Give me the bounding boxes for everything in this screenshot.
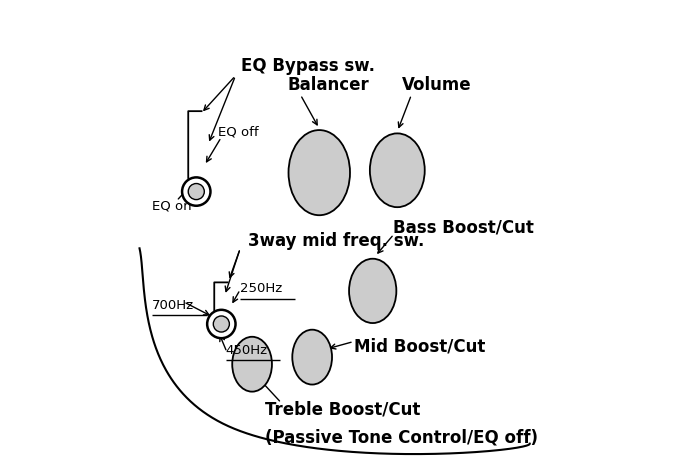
Text: 250Hz: 250Hz (240, 282, 283, 295)
Circle shape (182, 177, 211, 206)
Text: 3way mid freq. sw.: 3way mid freq. sw. (248, 232, 425, 250)
Ellipse shape (288, 130, 350, 215)
Text: EQ off: EQ off (218, 126, 258, 139)
Text: EQ on: EQ on (153, 199, 192, 212)
Circle shape (188, 184, 204, 200)
Ellipse shape (293, 330, 332, 385)
Text: EQ Bypass sw.: EQ Bypass sw. (241, 57, 375, 75)
Text: Mid Boost/Cut: Mid Boost/Cut (354, 337, 485, 355)
Text: Volume: Volume (402, 76, 472, 94)
Ellipse shape (349, 259, 396, 323)
Text: Balancer: Balancer (288, 76, 370, 94)
Ellipse shape (232, 337, 272, 392)
Text: Treble Boost/Cut: Treble Boost/Cut (265, 400, 420, 418)
Text: (Passive Tone Control/EQ off): (Passive Tone Control/EQ off) (265, 429, 538, 447)
Text: 450Hz: 450Hz (225, 343, 267, 357)
Text: 700Hz: 700Hz (153, 298, 195, 312)
Ellipse shape (370, 133, 425, 207)
Text: Bass Boost/Cut: Bass Boost/Cut (393, 218, 533, 236)
Circle shape (214, 316, 230, 332)
Circle shape (207, 310, 235, 338)
